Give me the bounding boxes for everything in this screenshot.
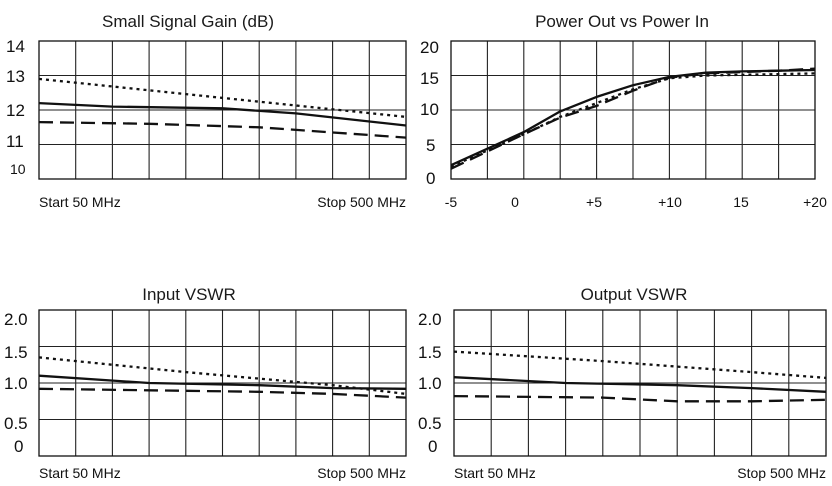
output-vswr-title: Output VSWR [581, 285, 688, 304]
plot-frame [453, 309, 827, 457]
power-y-tick-10: 10 [420, 100, 439, 119]
gain-y-tick-14: 14 [6, 37, 25, 56]
input-vswr-y-tick-0: 0 [14, 437, 23, 456]
power-series-group [450, 67, 816, 170]
series-line-dashed [450, 67, 816, 170]
input-vswr-grid [38, 309, 407, 457]
series-line-solid [38, 101, 407, 127]
input-vswr-y-tick-2.0: 2.0 [4, 310, 28, 329]
gain-series-group [38, 77, 407, 139]
plot-frame [450, 40, 816, 180]
gain-y-tick-11: 11 [6, 132, 24, 151]
gain-chart-title: Small Signal Gain (dB) [102, 12, 274, 31]
series-line-solid [38, 374, 407, 390]
plot-frame [38, 40, 407, 180]
gain-x-stop-label: Stop 500 MHz [317, 194, 406, 210]
power-y-tick-20: 20 [420, 38, 439, 57]
input-vswr-title: Input VSWR [142, 285, 236, 304]
power-chart-grid [450, 40, 816, 180]
power-x-tick-plus10: +10 [658, 194, 682, 210]
power-y-tick-0: 0 [426, 169, 435, 188]
gain-y-tick-13: 13 [6, 67, 25, 86]
input-vswr-x-start-label: Start 50 MHz [39, 465, 121, 481]
output-vswr-chart: Output VSWR 2.0 1.5 1.0 0.5 0 Start 50 M… [418, 285, 827, 481]
input-vswr-y-tick-1.0: 1.0 [4, 374, 28, 393]
gain-x-start-label: Start 50 MHz [39, 194, 121, 210]
output-vswr-x-stop-label: Stop 500 MHz [737, 465, 826, 481]
series-line-dotted [38, 77, 407, 119]
series-line-dashed [38, 120, 407, 139]
input-vswr-series-group [38, 356, 407, 399]
series-line-solid [453, 376, 827, 393]
output-vswr-y-tick-1.5: 1.5 [418, 343, 442, 362]
power-chart-title: Power Out vs Power In [535, 12, 709, 31]
output-vswr-grid [453, 309, 827, 457]
series-line-dashed [453, 394, 827, 403]
power-x-tick-plus5: +5 [586, 194, 602, 210]
gain-y-tick-12: 12 [6, 101, 25, 120]
power-chart: Power Out vs Power In 20 15 10 5 0 -5 0 … [420, 12, 827, 210]
gain-chart: Small Signal Gain (dB) 14 13 12 11 10 St… [6, 12, 407, 210]
power-x-tick-minus5: -5 [445, 194, 458, 210]
gain-y-tick-10: 10 [10, 161, 26, 177]
plot-frame [38, 309, 407, 457]
input-vswr-chart: Input VSWR 2.0 1.5 1.0 0.5 0 Start 50 MH… [4, 285, 407, 481]
gain-chart-grid [38, 40, 407, 180]
input-vswr-y-tick-1.5: 1.5 [4, 343, 28, 362]
power-y-tick-5: 5 [426, 136, 435, 155]
power-x-tick-plus20: +20 [803, 194, 827, 210]
output-vswr-x-start-label: Start 50 MHz [454, 465, 536, 481]
power-x-tick-15: 15 [733, 194, 749, 210]
output-vswr-y-tick-1.0: 1.0 [418, 374, 442, 393]
series-line-dashed [38, 387, 407, 399]
input-vswr-y-tick-0.5: 0.5 [4, 414, 28, 433]
input-vswr-x-stop-label: Stop 500 MHz [317, 465, 406, 481]
output-vswr-y-tick-2.0: 2.0 [418, 310, 442, 329]
output-vswr-y-tick-0.5: 0.5 [418, 414, 442, 433]
power-y-tick-15: 15 [420, 69, 439, 88]
output-vswr-y-tick-0: 0 [428, 437, 437, 456]
power-x-tick-0: 0 [511, 194, 519, 210]
output-vswr-series-group [453, 350, 827, 403]
series-line-dotted [450, 72, 816, 168]
